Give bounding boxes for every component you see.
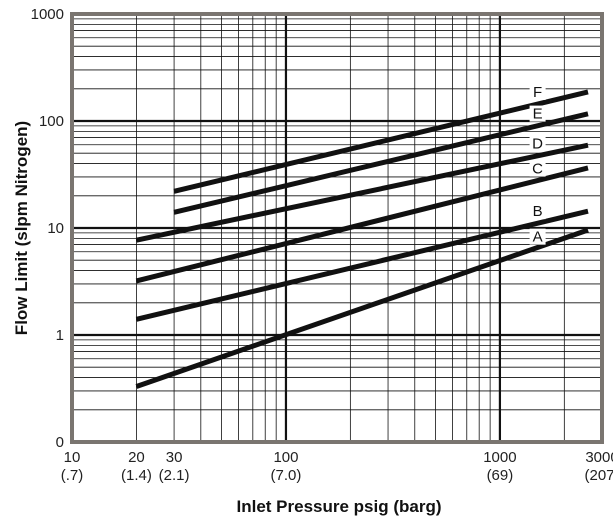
- series-line-b: [135, 208, 589, 322]
- series-label-a: A: [533, 229, 543, 246]
- x-tick-sublabel: (7.0): [271, 467, 302, 484]
- x-axis-title: Inlet Pressure psig (barg): [237, 497, 442, 516]
- x-tick-label: 30: [166, 449, 183, 466]
- y-tick-label: 1: [56, 327, 64, 344]
- y-axis-title: Flow Limit (slpm Nitrogen): [12, 121, 31, 335]
- plot-frame: [70, 12, 604, 444]
- y-tick-label: 0: [56, 434, 64, 451]
- x-tick-sublabel: (1.4): [121, 467, 152, 484]
- y-tick-labels: 0 1 10 100 1000: [31, 6, 64, 451]
- x-tick-sublabel: (2.1): [159, 467, 190, 484]
- series-label-bg: [529, 83, 546, 100]
- y-tick-label: 10: [47, 220, 64, 237]
- x-tick-label: 10: [64, 449, 81, 466]
- x-tick-label: 20: [128, 449, 145, 466]
- x-tick-sublabel: (69): [487, 467, 514, 484]
- x-tick-label: 3000: [585, 449, 613, 466]
- series-label-bg: [529, 105, 546, 122]
- series-line-a: [135, 227, 589, 389]
- series-label-bg: [529, 228, 546, 245]
- series-line-c: [135, 165, 589, 284]
- series-label-bg: [529, 203, 546, 220]
- series-label-d: D: [532, 135, 543, 152]
- x-tick-sublabel: (.7): [61, 467, 84, 484]
- major-gridlines: [72, 14, 602, 442]
- series-line-e: [173, 111, 589, 215]
- x-tick-label: 100: [273, 449, 298, 466]
- series-line-f: [173, 89, 589, 194]
- series-line-d: [135, 142, 589, 243]
- series-label-bg: [529, 160, 546, 177]
- y-tick-label: 100: [39, 113, 64, 130]
- series-label-e: E: [533, 106, 543, 123]
- y-tick-label: 1000: [31, 6, 64, 23]
- series-label-f: F: [533, 84, 542, 101]
- series-lines: [135, 89, 589, 389]
- series-label-c: C: [532, 161, 543, 178]
- series-label-bg: [529, 135, 546, 152]
- series-label-b: B: [533, 203, 543, 220]
- x-tick-sublabel: (207): [584, 467, 613, 484]
- x-tick-labels: 10(.7) 20(1.4) 30(2.1) 100(7.0) 1000(69) 3000…: [61, 449, 613, 484]
- x-tick-label: 1000: [483, 449, 516, 466]
